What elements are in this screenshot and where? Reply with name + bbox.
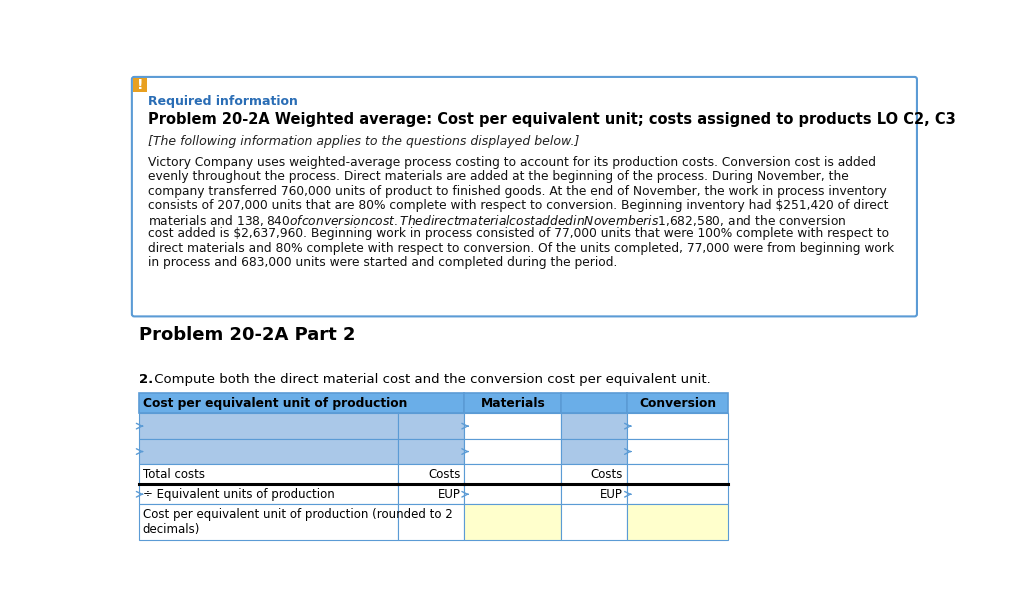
Bar <box>561 393 627 414</box>
Bar <box>139 439 398 464</box>
Bar <box>627 439 728 464</box>
Text: !: ! <box>137 79 143 93</box>
Bar <box>139 484 398 504</box>
Bar <box>464 484 561 504</box>
Bar <box>627 504 728 540</box>
Text: Total costs: Total costs <box>142 468 205 481</box>
Text: evenly throughout the process. Direct materials are added at the beginning of th: evenly throughout the process. Direct ma… <box>148 171 849 183</box>
Text: Materials: Materials <box>480 396 545 409</box>
Text: EUP: EUP <box>437 488 461 501</box>
Text: materials and $138,840 of conversion cost. The direct material cost added in Nov: materials and $138,840 of conversion cos… <box>148 213 847 228</box>
Text: cost added is $2,637,960. Beginning work in process consisted of 77,000 units th: cost added is $2,637,960. Beginning work… <box>148 228 889 241</box>
Text: EUP: EUP <box>600 488 624 501</box>
Text: company transferred 760,000 units of product to finished goods. At the end of No: company transferred 760,000 units of pro… <box>148 185 887 198</box>
Bar <box>561 484 627 504</box>
Bar <box>464 439 561 464</box>
Text: Cost per equivalent unit of production (rounded to 2
decimals): Cost per equivalent unit of production (… <box>142 508 453 536</box>
Bar <box>398 414 464 439</box>
Text: Problem 20-2A Part 2: Problem 20-2A Part 2 <box>139 326 355 343</box>
Bar <box>627 414 728 439</box>
Bar <box>398 464 464 484</box>
Bar <box>398 439 464 464</box>
Text: 2.: 2. <box>139 373 154 386</box>
Text: ÷ Equivalent units of production: ÷ Equivalent units of production <box>142 488 335 501</box>
Text: Cost per equivalent unit of production: Cost per equivalent unit of production <box>142 396 408 409</box>
Bar <box>464 414 561 439</box>
Bar <box>627 464 728 484</box>
Bar <box>139 393 464 414</box>
Bar <box>561 414 627 439</box>
Text: Problem 20-2A Weighted average: Cost per equivalent unit; costs assigned to prod: Problem 20-2A Weighted average: Cost per… <box>148 111 955 127</box>
Text: Costs: Costs <box>591 468 624 481</box>
Bar <box>627 393 728 414</box>
Text: consists of 207,000 units that are 80% complete with respect to conversion. Begi: consists of 207,000 units that are 80% c… <box>148 199 889 212</box>
Bar <box>139 464 398 484</box>
Text: in process and 683,000 units were started and completed during the period.: in process and 683,000 units were starte… <box>148 256 617 269</box>
Text: Compute both the direct material cost and the conversion cost per equivalent uni: Compute both the direct material cost an… <box>151 373 712 386</box>
Bar <box>464 393 561 414</box>
Bar <box>398 504 464 540</box>
Bar <box>464 464 561 484</box>
Bar <box>139 414 398 439</box>
Text: [The following information applies to the questions displayed below.]: [The following information applies to th… <box>148 135 580 147</box>
Bar <box>139 504 398 540</box>
Text: Costs: Costs <box>428 468 461 481</box>
Bar <box>398 484 464 504</box>
Bar <box>627 484 728 504</box>
Text: Victory Company uses weighted-average process costing to account for its product: Victory Company uses weighted-average pr… <box>148 157 877 169</box>
Text: Conversion: Conversion <box>639 396 716 409</box>
Bar <box>561 504 627 540</box>
Bar <box>133 79 147 93</box>
Text: direct materials and 80% complete with respect to conversion. Of the units compl: direct materials and 80% complete with r… <box>148 242 894 255</box>
Text: Required information: Required information <box>148 94 298 108</box>
Bar <box>561 464 627 484</box>
FancyBboxPatch shape <box>132 77 916 317</box>
Bar <box>464 504 561 540</box>
Bar <box>561 439 627 464</box>
